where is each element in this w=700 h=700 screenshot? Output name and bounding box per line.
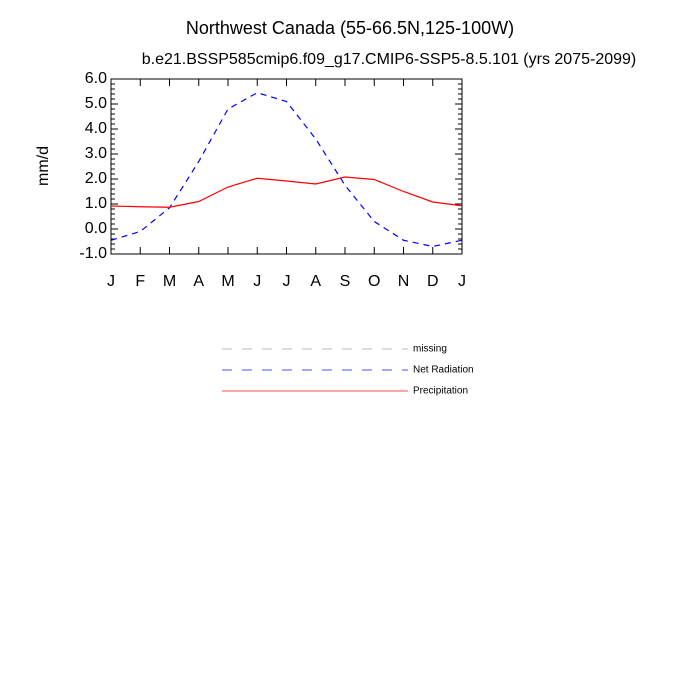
x-tick-label: M xyxy=(221,273,234,290)
y-axis-label: mm/d xyxy=(35,146,52,186)
series-line xyxy=(110,92,463,248)
y-tick-label: 3.0 xyxy=(85,145,107,162)
x-tick-label: J xyxy=(283,273,291,290)
y-tick-label: 5.0 xyxy=(85,95,107,112)
legend-label: Precipitation xyxy=(413,386,468,397)
x-tick-label: F xyxy=(135,273,145,290)
x-tick-label: J xyxy=(107,273,115,290)
chart-title: Northwest Canada (55-66.5N,125-100W) xyxy=(186,18,514,38)
x-tick-label: N xyxy=(398,273,410,290)
y-tick-label: 2.0 xyxy=(85,170,107,187)
x-tick-label: A xyxy=(310,273,321,290)
x-tick-label: J xyxy=(253,273,261,290)
series-line xyxy=(110,176,463,208)
x-tick-label: A xyxy=(193,273,204,290)
legend-label: Net Radiation xyxy=(413,365,474,376)
x-tick-label: M xyxy=(163,273,176,290)
y-tick-label: 4.0 xyxy=(85,120,107,137)
y-tick-label: -1.0 xyxy=(79,245,107,262)
y-tick-label: 1.0 xyxy=(85,195,107,212)
chart-subtitle: b.e21.BSSP585cmip6.f09_g17.CMIP6-SSP5-8.… xyxy=(142,51,637,68)
plot-frame xyxy=(110,78,463,255)
x-tick-label: J xyxy=(458,273,466,290)
y-tick-label: 0.0 xyxy=(85,220,107,237)
x-tick-label: O xyxy=(368,273,380,290)
y-tick-label: 6.0 xyxy=(85,70,107,87)
x-tick-label: S xyxy=(340,273,351,290)
legend-label: missing xyxy=(413,344,447,355)
x-tick-label: D xyxy=(427,273,439,290)
